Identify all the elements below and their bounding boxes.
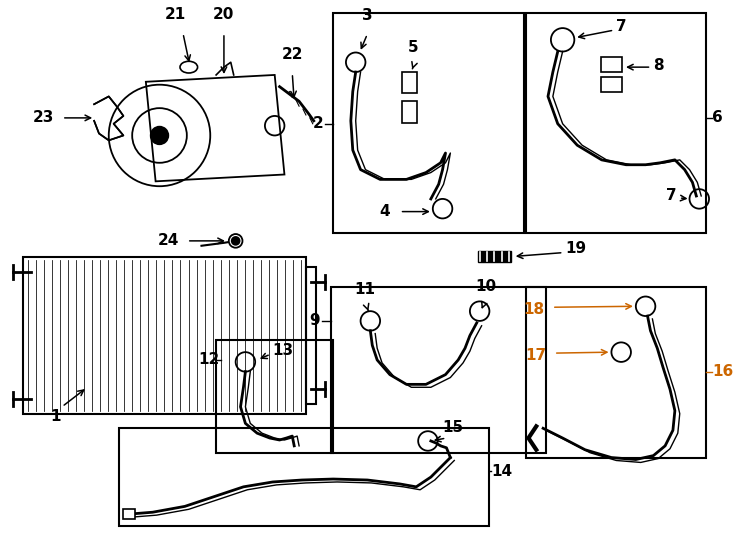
Text: 11: 11	[354, 282, 375, 298]
Bar	[600, 77, 622, 92]
Text: 10: 10	[475, 279, 496, 294]
Bar	[526, 14, 706, 233]
Bar	[23, 258, 306, 414]
Text: 17: 17	[525, 348, 546, 362]
Bar	[526, 287, 706, 457]
Text: 21: 21	[164, 7, 186, 22]
Text: 12: 12	[199, 353, 220, 367]
Text: 9: 9	[309, 313, 319, 328]
Bar	[600, 57, 622, 72]
Text: 13: 13	[273, 343, 294, 357]
Bar	[118, 428, 490, 526]
Circle shape	[232, 237, 239, 245]
Text: 7: 7	[617, 19, 627, 33]
Text: 20: 20	[214, 7, 235, 22]
Text: 8: 8	[653, 58, 664, 73]
Bar	[401, 72, 417, 93]
Bar	[123, 509, 135, 519]
Text: 14: 14	[491, 464, 512, 479]
Text: 3: 3	[362, 8, 373, 23]
Text: 2: 2	[313, 116, 324, 131]
Bar	[333, 14, 523, 233]
Text: 24: 24	[158, 233, 179, 248]
Bar	[331, 287, 546, 453]
Text: 22: 22	[282, 48, 303, 62]
Bar	[401, 102, 417, 123]
Text: 5: 5	[408, 40, 418, 56]
Text: 19: 19	[566, 241, 586, 256]
Text: 18: 18	[523, 302, 544, 316]
Polygon shape	[478, 251, 511, 262]
Text: 7: 7	[666, 188, 677, 204]
Text: 4: 4	[379, 204, 390, 219]
Circle shape	[229, 234, 242, 248]
Text: 23: 23	[32, 110, 54, 125]
Bar	[216, 340, 333, 453]
Polygon shape	[94, 97, 123, 140]
Circle shape	[150, 127, 168, 144]
Text: 6: 6	[712, 110, 723, 125]
Text: 15: 15	[443, 420, 464, 435]
Text: 1: 1	[50, 409, 60, 424]
Text: 16: 16	[712, 364, 733, 379]
Bar	[306, 267, 316, 404]
